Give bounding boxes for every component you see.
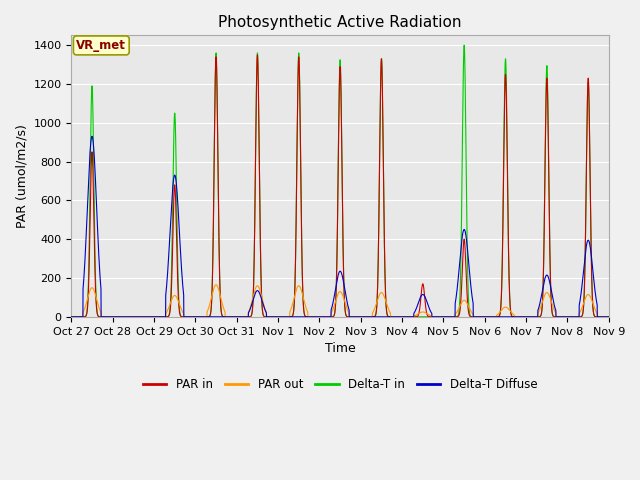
Title: Photosynthetic Active Radiation: Photosynthetic Active Radiation: [218, 15, 462, 30]
Text: VR_met: VR_met: [76, 39, 126, 52]
X-axis label: Time: Time: [324, 342, 355, 355]
Legend: PAR in, PAR out, Delta-T in, Delta-T Diffuse: PAR in, PAR out, Delta-T in, Delta-T Dif…: [138, 373, 542, 396]
Y-axis label: PAR (umol/m2/s): PAR (umol/m2/s): [15, 124, 28, 228]
